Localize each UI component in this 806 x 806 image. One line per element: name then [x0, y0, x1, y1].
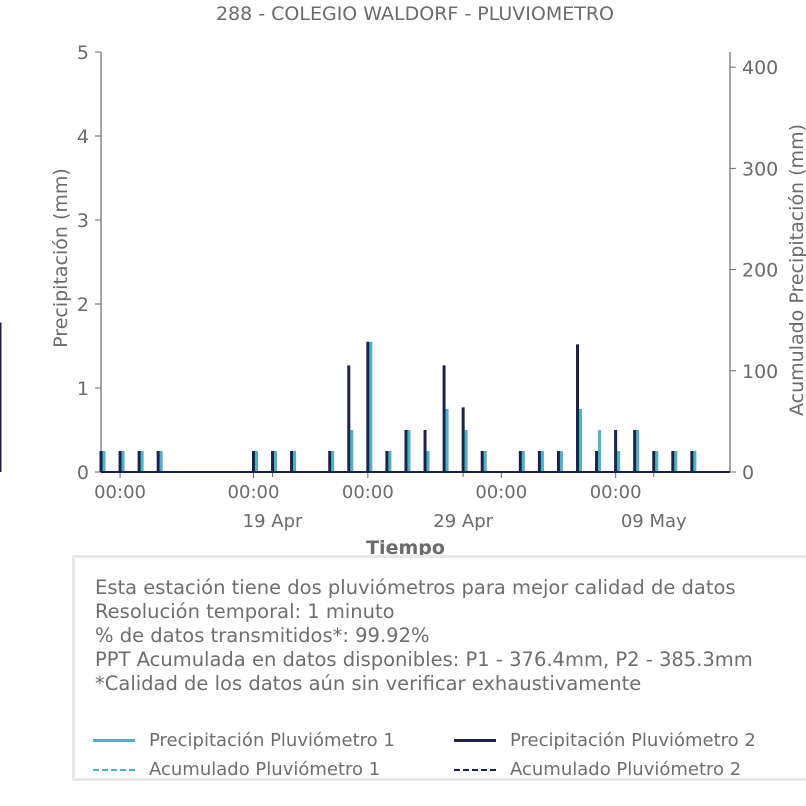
y-tick-label: 1 — [77, 378, 89, 400]
y-tick-label: 3 — [77, 210, 89, 232]
info-line-quality: *Calidad de los datos aún sin verificar … — [95, 672, 642, 695]
legend-item-p1: Precipitación Pluviómetro 1 — [93, 730, 395, 751]
legend-swatch-acum2 — [454, 768, 496, 771]
x-date-label: 29 Apr — [433, 511, 493, 532]
legend-swatch-acum1 — [93, 768, 135, 771]
y2-tick-label: 100 — [742, 361, 778, 383]
legend-item-acum2: Acumulado Pluviómetro 2 — [454, 759, 741, 780]
y-tick-label: 2 — [77, 294, 89, 316]
x-tick-label: 00:00 — [94, 482, 146, 503]
info-line-resolution: Resolución temporal: 1 minuto — [95, 600, 395, 623]
x-axis-label: Tiempo — [366, 537, 445, 556]
info-line-transmitted: % de datos transmitidos*: 99.92% — [95, 624, 430, 647]
legend-label-p1: Precipitación Pluviómetro 1 — [149, 730, 395, 751]
y-axis-label: Precipitación (mm) — [50, 168, 72, 348]
legend-label-acum1: Acumulado Pluviómetro 1 — [149, 759, 381, 780]
legend-label-acum2: Acumulado Pluviómetro 2 — [510, 759, 742, 780]
legend-item-p2: Precipitación Pluviómetro 2 — [454, 730, 756, 751]
y-tick-label: 4 — [77, 126, 89, 148]
info-line-accumulated: PPT Acumulada en datos disponibles: P1 -… — [95, 648, 753, 671]
info-text: Esta estación tiene dos pluviómetros par… — [95, 576, 753, 696]
y2-tick-label: 200 — [742, 260, 778, 282]
x-date-label: 19 Apr — [243, 511, 303, 532]
x-tick-label: 00:00 — [228, 482, 280, 503]
chart-title: 288 - COLEGIO WALDORF - PLUVIOMETRO — [215, 3, 615, 25]
y-tick-label: 0 — [77, 462, 89, 484]
legend-swatch-p2 — [454, 739, 496, 742]
x-tick-label: 00:00 — [590, 482, 642, 503]
y2-tick-label: 400 — [742, 57, 778, 79]
legend-swatch-p1 — [93, 739, 135, 742]
x-tick-label: 00:00 — [342, 482, 394, 503]
y2-tick-label: 300 — [742, 158, 778, 180]
y2-axis-label: Acumulado Precipitación (mm) — [786, 124, 806, 416]
x-date-label: 09 May — [621, 511, 687, 532]
y-tick-label: 5 — [77, 42, 89, 64]
info-box: Esta estación tiene dos pluviómetros par… — [72, 555, 806, 781]
legend-item-acum1: Acumulado Pluviómetro 1 — [93, 759, 380, 780]
y2-tick-label: 0 — [742, 462, 754, 484]
info-line-stations: Esta estación tiene dos pluviómetros par… — [95, 576, 736, 599]
x-tick-label: 00:00 — [475, 482, 527, 503]
legend-label-p2: Precipitación Pluviómetro 2 — [510, 730, 756, 751]
precipitation-chart: 0 1 2 3 4 5 0 100 200 300 400 00:00 00:00 00:00 00:00 0… — [0, 42, 806, 556]
